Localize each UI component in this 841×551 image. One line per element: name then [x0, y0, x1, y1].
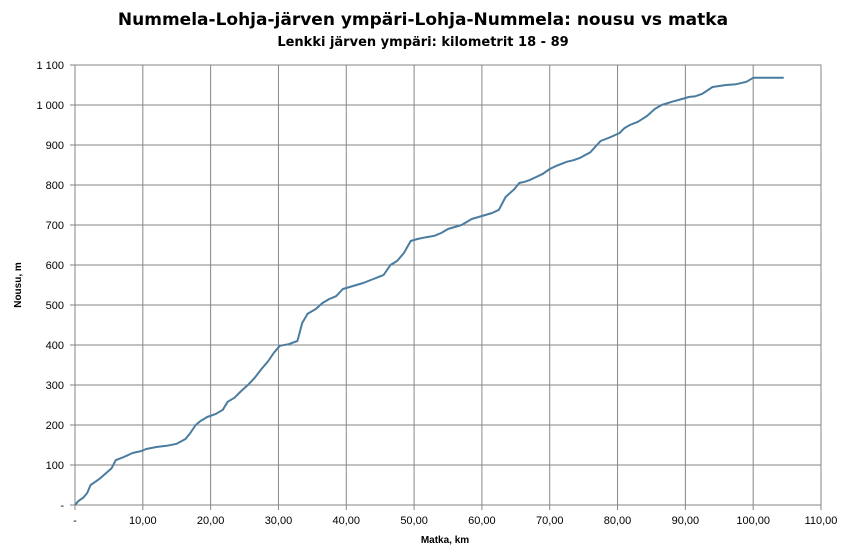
x-tick-label: 60,00	[468, 515, 496, 527]
x-tick-label: 90,00	[672, 515, 700, 527]
x-tick-label: 100,00	[736, 515, 770, 527]
plot-area-border	[74, 64, 822, 506]
y-tick-label: 600	[46, 260, 64, 272]
y-axis-ticks: - 100 200 300 400 500 600 700 800 900 1 000 1 100	[36, 60, 64, 512]
x-tick-label: 40,00	[333, 515, 361, 527]
x-tick-label: 20,00	[197, 515, 225, 527]
chart-subtitle: Lenkki järven ympäri: kilometrit 18 - 89	[277, 35, 568, 50]
x-tick-label: 50,00	[400, 515, 428, 527]
y-axis-title: Nousu, m	[13, 262, 24, 308]
chart-title: Nummela-Lohja-järven ympäri-Lohja-Nummel…	[118, 10, 728, 30]
y-tick-label: 100	[46, 460, 64, 472]
x-tick-label: 30,00	[265, 515, 293, 527]
y-tick-label: 500	[46, 300, 64, 312]
y-tick-label: 900	[46, 140, 64, 152]
y-tick-label: 300	[46, 380, 64, 392]
series-line	[74, 76, 784, 506]
y-tick-label: 400	[46, 340, 64, 352]
x-tick-label: 10,00	[129, 515, 157, 527]
y-tick-label: 1 100	[36, 60, 64, 72]
gridlines	[70, 64, 822, 510]
y-tick-label: -	[60, 500, 64, 512]
x-tick-label: 110,00	[805, 515, 838, 527]
x-tick-label: -	[73, 515, 77, 527]
x-axis-title: Matka, km	[421, 535, 469, 546]
x-tick-label: 70,00	[536, 515, 564, 527]
y-tick-label: 700	[46, 220, 64, 232]
x-axis-ticks: - 10,00 20,00 30,00 40,00 50,00 60,00 70,00 80,0…	[73, 515, 837, 527]
y-tick-label: 1 000	[36, 100, 64, 112]
x-tick-label: 80,00	[604, 515, 632, 527]
y-tick-label: 200	[46, 420, 64, 432]
y-tick-label: 800	[46, 180, 64, 192]
